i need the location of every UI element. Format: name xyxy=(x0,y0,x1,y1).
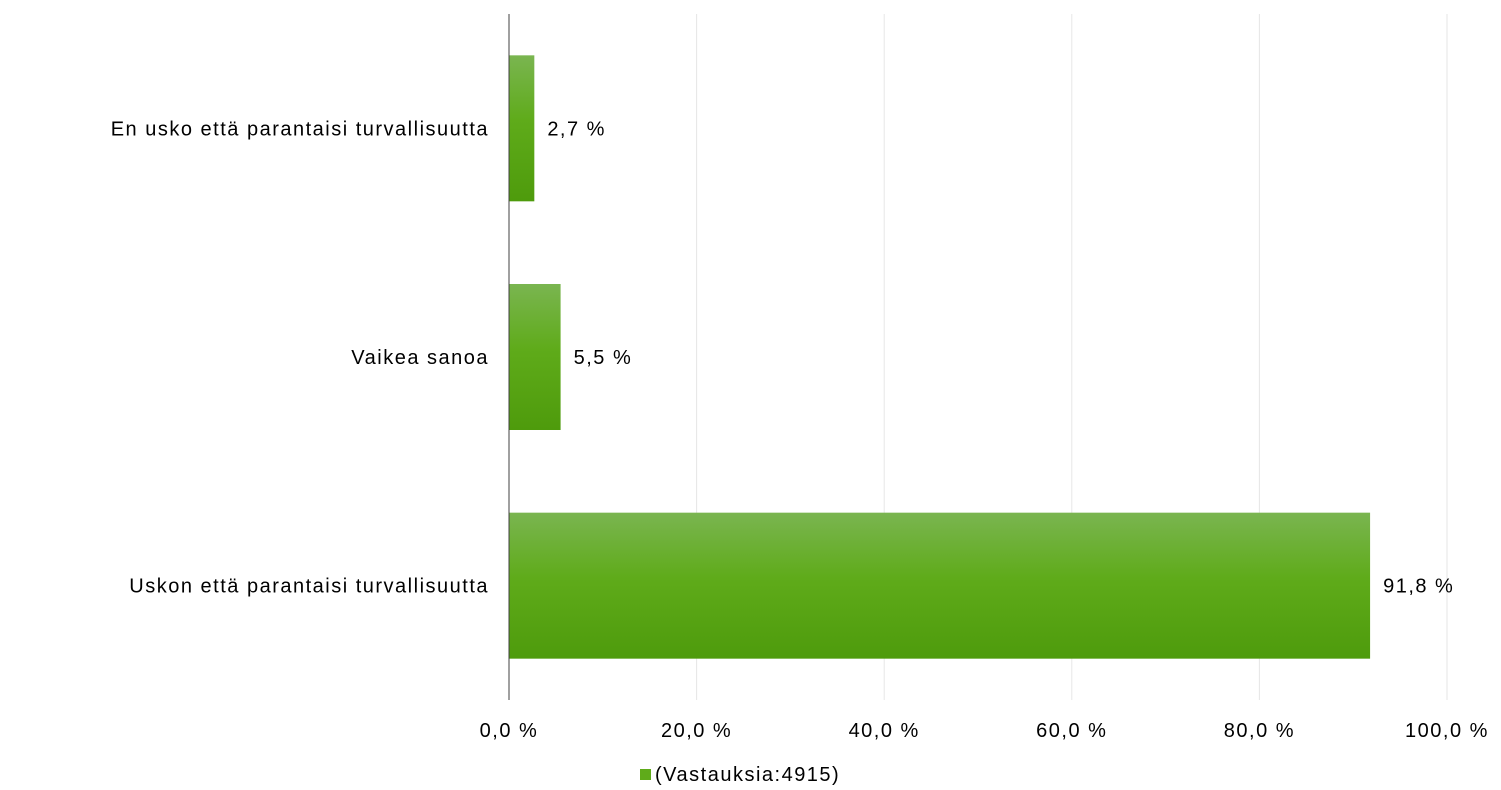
bar xyxy=(509,55,535,202)
x-tick-label: 40,0 % xyxy=(849,720,920,742)
legend-label: (Vastauksia:4915) xyxy=(655,764,840,786)
labels: 0,0 % 20,0 % 40,0 % 60,0 % 80,0 % 100,0 % En u… xyxy=(111,118,1489,742)
x-tick-label: 20,0 % xyxy=(661,720,732,742)
bar xyxy=(509,284,561,430)
legend: (Vastauksia:4915) xyxy=(640,764,840,786)
bars xyxy=(509,55,1371,659)
value-label: 5,5 % xyxy=(574,347,633,369)
x-tick-label: 100,0 % xyxy=(1405,720,1489,742)
x-tick-label: 0,0 % xyxy=(480,720,539,742)
value-label: 2,7 % xyxy=(547,118,606,140)
category-label: En usko että parantaisi turvallisuutta xyxy=(111,118,489,140)
value-label: 91,8 % xyxy=(1383,576,1454,598)
legend-swatch xyxy=(640,769,651,780)
category-label: Vaikea sanoa xyxy=(351,347,489,369)
category-label: Uskon että parantaisi turvallisuutta xyxy=(129,576,489,598)
x-tick-label: 80,0 % xyxy=(1224,720,1295,742)
x-tick-label: 60,0 % xyxy=(1036,720,1107,742)
bar xyxy=(509,512,1371,659)
